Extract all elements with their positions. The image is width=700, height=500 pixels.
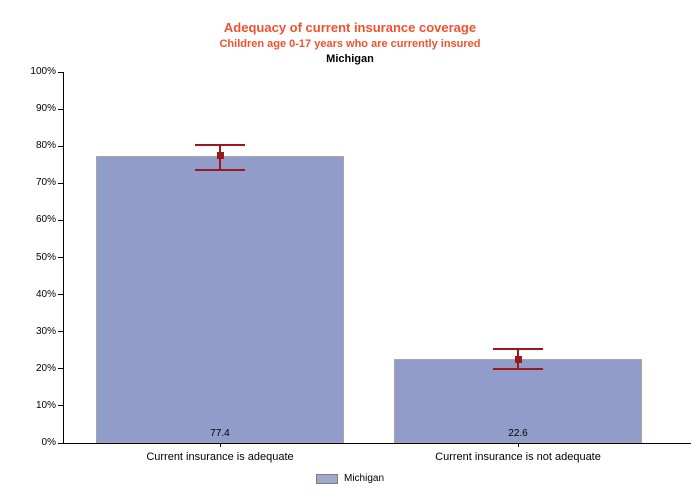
chart-region-title: Michigan bbox=[326, 53, 374, 65]
y-axis-tick-label: 100% bbox=[30, 66, 56, 77]
y-axis-tick-label: 90% bbox=[35, 103, 56, 115]
error-bar-cap-top bbox=[195, 144, 245, 147]
bar-value-label: 22.6 bbox=[508, 428, 528, 439]
bar: 22.6 bbox=[394, 359, 642, 443]
y-axis-tick-label: 80% bbox=[35, 140, 56, 152]
error-bar-cap-bottom bbox=[493, 368, 543, 371]
plot-area: 0% 10% 20% 30% 40% 50% 60% 70% 80% 90% 100% 77.4 Cur… bbox=[30, 66, 691, 463]
y-axis-tick bbox=[58, 71, 63, 73]
y-axis-tick-label: 10% bbox=[35, 399, 56, 411]
y-axis-tick-label: 50% bbox=[35, 251, 56, 263]
error-bar-cap-top bbox=[493, 348, 543, 351]
bar: 77.4 bbox=[96, 155, 344, 443]
y-axis-tick-label: 60% bbox=[35, 214, 56, 226]
y-axis-tick bbox=[58, 145, 63, 147]
bar-value-label: 77.4 bbox=[210, 428, 230, 439]
chart-subtitle: Children age 0-17 years who are currentl… bbox=[219, 38, 481, 50]
error-bar-cap-bottom bbox=[195, 168, 245, 171]
y-axis-tick-label: 0% bbox=[41, 437, 56, 448]
y-axis-tick bbox=[58, 182, 63, 184]
y-axis-tick bbox=[58, 257, 63, 258]
y-axis-tick-label: 40% bbox=[35, 288, 56, 300]
y-axis-tick bbox=[58, 219, 63, 221]
error-bar-marker bbox=[216, 152, 224, 160]
x-axis-tick bbox=[219, 443, 221, 447]
y-axis-tick-label: 30% bbox=[35, 325, 56, 337]
x-category-label: Current insurance is adequate bbox=[146, 451, 294, 463]
y-axis-tick bbox=[58, 331, 63, 333]
x-category-label: Current insurance is not adequate bbox=[435, 451, 601, 463]
legend: Michigan bbox=[0, 473, 700, 484]
error-bar-marker bbox=[514, 355, 522, 363]
y-axis-tick bbox=[58, 405, 63, 407]
y-axis-tick bbox=[58, 108, 63, 110]
y-axis-tick bbox=[58, 442, 63, 444]
legend-label: Michigan bbox=[343, 473, 385, 484]
x-axis-tick bbox=[517, 443, 519, 447]
y-axis-tick-label: 70% bbox=[35, 177, 56, 189]
chart-title: Adequacy of current insurance coverage bbox=[223, 20, 477, 35]
y-axis-tick bbox=[58, 294, 63, 296]
y-axis-tick bbox=[58, 368, 63, 370]
y-axis-tick-label: 20% bbox=[35, 362, 56, 374]
legend-swatch bbox=[315, 473, 338, 484]
